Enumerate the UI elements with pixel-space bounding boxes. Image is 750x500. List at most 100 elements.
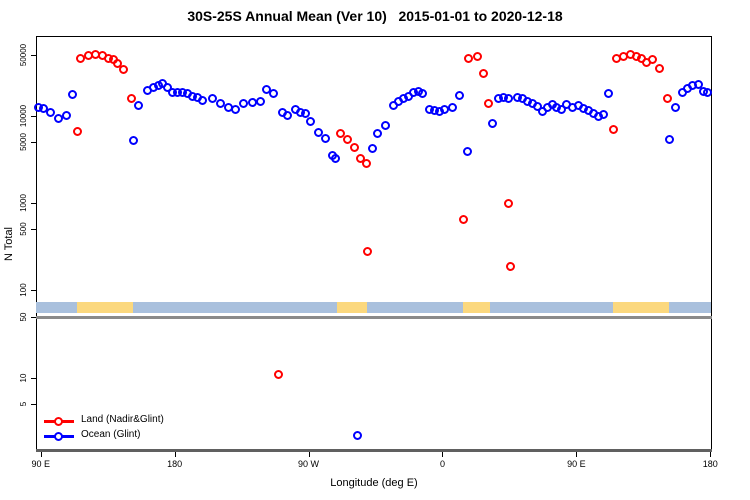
ocean-data-point: [54, 114, 64, 124]
ocean-data-point: [320, 133, 330, 143]
land-data-point: [349, 143, 359, 152]
x-tick-label: 180: [167, 459, 183, 469]
y-tick-label: 5: [19, 401, 28, 407]
strip-ocean-segment: [36, 301, 711, 313]
strip-land-segment: [336, 301, 368, 313]
strip-land-segment: [612, 301, 670, 313]
land-data-point: [119, 65, 129, 75]
land-data-point: [463, 54, 473, 64]
ocean-data-point: [403, 92, 413, 102]
land-data-point: [335, 128, 345, 138]
y-tick-mark: [31, 115, 36, 117]
land-data-point: [342, 134, 352, 144]
y-tick-label: 50000: [19, 43, 28, 67]
land-data-point: [458, 214, 468, 224]
ocean-data-point: [231, 105, 241, 115]
y-tick-mark: [31, 203, 36, 205]
ocean-data-point: [372, 128, 382, 138]
land-data-point: [608, 124, 618, 134]
x-tick-mark: [308, 452, 310, 457]
ocean-data-point: [129, 135, 138, 145]
y-tick-label: 50: [19, 312, 28, 322]
ocean-data-point: [163, 82, 173, 92]
x-tick-label: 0: [439, 459, 445, 469]
land-data-point: [472, 51, 482, 61]
y-tick-mark: [31, 54, 36, 56]
ocean-data-point: [447, 103, 457, 113]
land-data-point: [503, 199, 513, 209]
ocean-data-point: [68, 89, 77, 99]
ocean-data-point: [198, 95, 208, 105]
ocean-data-point: [462, 147, 472, 157]
ocean-data-point: [664, 134, 674, 144]
x-tick-mark: [710, 452, 712, 457]
x-tick-mark: [40, 452, 42, 457]
ocean-data-point: [693, 80, 703, 90]
ocean-data-point: [238, 98, 248, 108]
ocean-data-point: [352, 430, 362, 440]
ocean-data-point: [454, 90, 464, 100]
ocean-data-point: [216, 98, 226, 108]
y-tick-mark: [31, 316, 36, 318]
strip-land-segment: [462, 301, 491, 313]
x-tick-mark: [174, 452, 176, 457]
x-tick-mark: [442, 452, 444, 457]
ocean-data-point: [503, 94, 513, 104]
ocean-data-point: [603, 89, 613, 99]
reference-line-50: [36, 315, 712, 319]
land-data-point: [73, 127, 83, 137]
x-tick-label: 90 E: [31, 459, 50, 469]
legend-label-ocean: Ocean (Glint): [81, 429, 141, 440]
ocean-data-point: [417, 88, 427, 98]
ocean-data-point: [330, 153, 340, 163]
ocean-data-point: [282, 110, 292, 120]
x-tick-label: 90 W: [298, 459, 320, 469]
y-tick-mark: [31, 142, 36, 144]
ocean-data-point: [300, 109, 310, 118]
y-tick-mark: [31, 229, 36, 231]
legend-label-land: Land (Nadir&Glint): [81, 414, 164, 425]
land-data-point: [483, 98, 493, 108]
ocean-data-point: [45, 108, 55, 118]
land-data-point: [478, 69, 488, 79]
land-data-point: [362, 247, 372, 257]
plot-border-right: [711, 36, 712, 452]
ocean-data-point: [134, 100, 144, 110]
x-axis-label: Longitude (deg E): [330, 477, 418, 489]
y-tick-mark: [31, 377, 36, 379]
plot-border-top: [36, 36, 712, 37]
ocean-data-point: [248, 97, 258, 107]
land-data-point: [361, 158, 371, 168]
land-data-point: [356, 153, 366, 163]
ocean-data-point: [380, 120, 390, 130]
y-tick-label: 5000: [19, 133, 28, 152]
land-data-point: [273, 369, 283, 379]
land-data-point: [127, 94, 137, 104]
x-tick-label: 180: [702, 459, 718, 469]
x-axis-baseline: [36, 449, 712, 452]
ocean-data-point: [487, 118, 497, 128]
y-tick-mark: [31, 403, 36, 405]
y-axis-label: N Total: [3, 226, 15, 262]
x-tick-mark: [576, 452, 578, 457]
y-tick-mark: [31, 290, 36, 292]
land-data-point: [506, 262, 516, 272]
ocean-data-point: [305, 117, 315, 127]
ocean-data-point: [670, 103, 680, 113]
ocean-data-point: [313, 128, 323, 138]
land-data-point: [76, 54, 86, 64]
strip-land-segment: [77, 301, 133, 313]
ocean-data-point: [556, 105, 566, 115]
x-tick-label: 90 E: [567, 459, 586, 469]
ocean-data-point: [62, 110, 72, 120]
legend-marker-land-icon: [54, 417, 63, 426]
y-tick-label: 500: [19, 222, 28, 237]
land-data-point: [662, 94, 672, 104]
chart-title: 30S-25S Annual Mean (Ver 10) 2015-01-01 …: [187, 8, 563, 24]
ocean-data-point: [269, 88, 278, 98]
ocean-data-point: [367, 143, 377, 153]
ocean-data-point: [208, 94, 217, 104]
ocean-data-point: [532, 101, 542, 111]
plot-border-left: [36, 36, 37, 452]
